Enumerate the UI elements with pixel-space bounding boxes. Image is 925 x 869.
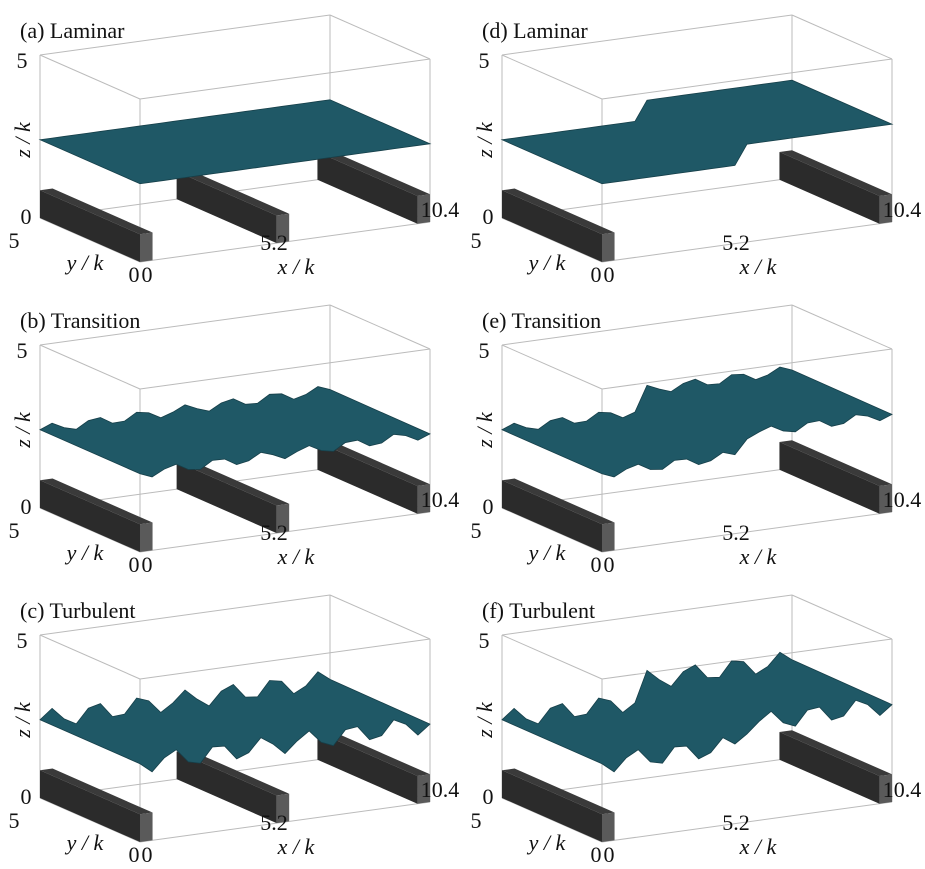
x-max: 10.4: [883, 777, 922, 802]
y-min: 0: [129, 552, 140, 577]
x-min: 0: [142, 552, 153, 577]
z-max: 5: [479, 48, 490, 73]
roughness-end: [602, 813, 615, 842]
roughness-end: [140, 813, 153, 842]
y-label: y / k: [527, 540, 567, 565]
y-max: 5: [9, 518, 20, 543]
z-max: 5: [17, 338, 28, 363]
roughness-end: [602, 523, 615, 552]
y-max: 5: [471, 228, 482, 253]
x-min: 0: [604, 262, 615, 287]
box-edge: [502, 55, 602, 99]
z-label: z / k: [10, 121, 35, 159]
x-max: 10.4: [421, 777, 460, 802]
panel-title: (c) Turbulent: [20, 598, 136, 623]
figure: (a) Laminar5z / k05y / k005.2x / k10.4(b…: [0, 0, 925, 869]
y-label: y / k: [527, 830, 567, 855]
panel-title: (a) Laminar: [20, 18, 125, 43]
y-max: 5: [9, 228, 20, 253]
x-mid: 5.2: [260, 810, 288, 835]
y-min: 0: [129, 262, 140, 287]
y-label: y / k: [65, 540, 105, 565]
z-min: 0: [21, 784, 32, 809]
x-max: 10.4: [421, 197, 460, 222]
interface-surface: [502, 80, 892, 184]
z-max: 5: [479, 338, 490, 363]
y-label: y / k: [65, 830, 105, 855]
box-edge: [502, 345, 602, 389]
z-label: z / k: [472, 411, 497, 449]
x-mid: 5.2: [722, 520, 750, 545]
x-mid: 5.2: [260, 520, 288, 545]
z-min: 0: [21, 204, 32, 229]
box-edge: [40, 345, 140, 389]
x-label: x / k: [739, 544, 778, 569]
panel: (b) Transition5z / k05y / k005.2x / k10.…: [9, 305, 460, 577]
x-mid: 5.2: [722, 810, 750, 835]
z-min: 0: [21, 494, 32, 519]
x-label: x / k: [739, 834, 778, 859]
y-label: y / k: [65, 250, 105, 275]
panel-title: (f) Turbulent: [482, 598, 595, 623]
x-mid: 5.2: [722, 230, 750, 255]
z-max: 5: [479, 628, 490, 653]
z-min: 0: [483, 784, 494, 809]
x-min: 0: [604, 842, 615, 867]
z-label: z / k: [472, 121, 497, 159]
panel-title: (d) Laminar: [482, 18, 588, 43]
x-max: 10.4: [883, 197, 922, 222]
box-edge: [792, 305, 892, 349]
x-mid: 5.2: [260, 230, 288, 255]
y-max: 5: [471, 518, 482, 543]
y-max: 5: [9, 808, 20, 833]
box-edge: [40, 55, 140, 99]
box-edge: [792, 595, 892, 639]
box-edge: [40, 635, 140, 679]
z-label: z / k: [472, 701, 497, 739]
x-max: 10.4: [421, 487, 460, 512]
box-edge: [330, 595, 430, 639]
panel: (e) Transition5z / k05y / k005.2x / k10.…: [471, 305, 922, 577]
roughness-end: [140, 233, 153, 262]
box-edge: [140, 349, 430, 389]
panel-title: (b) Transition: [20, 308, 140, 333]
roughness-end: [140, 523, 153, 552]
z-min: 0: [483, 494, 494, 519]
x-label: x / k: [277, 834, 316, 859]
x-label: x / k: [277, 544, 316, 569]
x-label: x / k: [739, 254, 778, 279]
box-edge: [792, 15, 892, 59]
roughness-end: [602, 233, 615, 262]
y-min: 0: [591, 552, 602, 577]
y-label: y / k: [527, 250, 567, 275]
box-edge: [140, 59, 430, 99]
panel-title: (e) Transition: [482, 308, 601, 333]
x-max: 10.4: [883, 487, 922, 512]
z-max: 5: [17, 48, 28, 73]
x-min: 0: [142, 262, 153, 287]
y-min: 0: [129, 842, 140, 867]
z-label: z / k: [10, 701, 35, 739]
box-edge: [330, 305, 430, 349]
box-edge: [502, 635, 602, 679]
z-label: z / k: [10, 411, 35, 449]
x-label: x / k: [277, 254, 316, 279]
y-min: 0: [591, 262, 602, 287]
x-min: 0: [142, 842, 153, 867]
x-min: 0: [604, 552, 615, 577]
box-edge: [140, 639, 430, 679]
z-max: 5: [17, 628, 28, 653]
box-edge: [330, 15, 430, 59]
y-max: 5: [471, 808, 482, 833]
y-min: 0: [591, 842, 602, 867]
z-min: 0: [483, 204, 494, 229]
